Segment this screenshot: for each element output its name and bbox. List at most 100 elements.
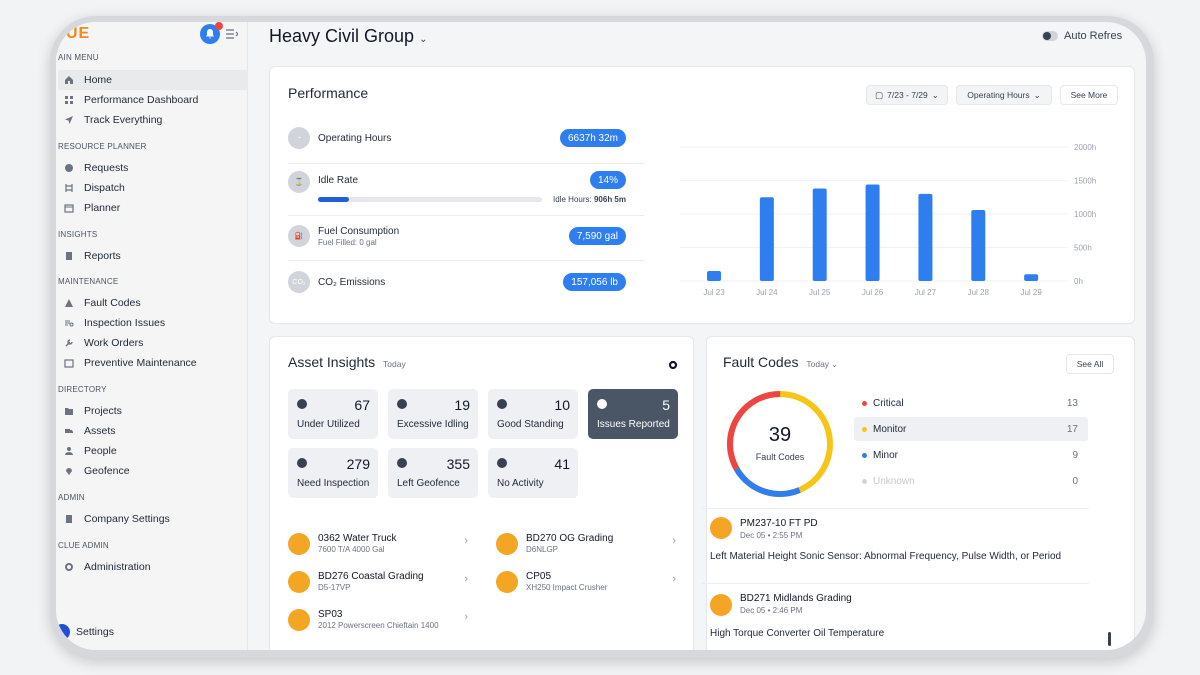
sidebar-item-geofence[interactable]: Geofence	[58, 461, 248, 481]
bell-icon	[206, 29, 214, 39]
section-maintenance: MAINTENANCE	[58, 277, 119, 286]
severity-critical[interactable]: Critical 13	[854, 391, 1088, 415]
notifications-button[interactable]	[200, 24, 220, 44]
section-insights: INSIGHTS	[58, 230, 98, 239]
chart-bar[interactable]	[707, 270, 721, 281]
x-tick-label: Jul 26	[862, 288, 884, 297]
tile-left-geofence[interactable]: 355 Left Geofence	[388, 448, 478, 498]
tile-need-inspection[interactable]: 279 Need Inspection	[288, 448, 378, 498]
severity-unknown[interactable]: Unknown 0	[854, 469, 1088, 493]
dozer-icon	[710, 517, 732, 539]
severity-monitor[interactable]: Monitor 17	[854, 417, 1088, 441]
page-title[interactable]: Heavy Civil Group ⌄	[269, 26, 428, 46]
monitor-dot	[862, 426, 867, 432]
chart-bar[interactable]	[1024, 274, 1039, 281]
minor-dot	[862, 452, 867, 458]
sidebar-item-requests[interactable]: Requests	[58, 158, 248, 178]
performance-card: Performance ▢ 7/23 - 7/29 ⌄ Operating Hour…	[269, 66, 1135, 324]
chevron-down-icon: ⌄	[829, 360, 838, 369]
calendar-icon: ▢	[875, 89, 884, 100]
sidebar-item-planner[interactable]: Planner	[58, 198, 248, 218]
tile-issues-reported[interactable]: 5 Issues Reported	[588, 389, 678, 439]
fault-codes-donut	[727, 391, 834, 497]
section-resource-planner: RESOURCE PLANNER	[58, 142, 147, 151]
sidebar-item-performance-dashboard[interactable]: Performance Dashboard	[58, 90, 248, 110]
sidebar-item-company-settings[interactable]: Company Settings	[58, 509, 248, 529]
pin-icon	[64, 466, 74, 476]
sidebar-item-home[interactable]: Home	[58, 70, 248, 90]
chart-bar[interactable]	[918, 193, 933, 281]
metric-select[interactable]: Operating Hours ⌄	[956, 85, 1052, 105]
sidebar-item-fault-codes[interactable]: Fault Codes	[58, 293, 248, 313]
sidebar-item-people[interactable]: People	[58, 441, 248, 461]
y-tick-label: 1500h	[1074, 177, 1096, 186]
chevron-right-icon: ›	[464, 611, 468, 623]
critical-dot	[862, 400, 867, 406]
co2-value: 157,056 lb	[563, 273, 626, 291]
chevron-right-icon: ›	[464, 573, 468, 585]
hourglass-icon: ⌛	[288, 171, 310, 193]
sidebar-item-reports[interactable]: Reports	[58, 246, 248, 266]
navigation-icon	[64, 115, 74, 125]
fault-total-label: Fault Codes	[755, 452, 805, 462]
gauge-icon: ◔	[288, 127, 310, 149]
sidebar-item-work-orders[interactable]: Work Orders	[58, 333, 248, 353]
period-select[interactable]: Today	[806, 359, 830, 369]
asset-row[interactable]: BD270 OG Grading D6NLGP ›	[496, 531, 676, 565]
scrollbar[interactable]	[1108, 632, 1111, 646]
settings-button[interactable]: Settings	[56, 624, 114, 640]
see-all-button[interactable]: See All	[1066, 354, 1114, 374]
collapse-sidebar-icon[interactable]	[226, 29, 238, 39]
toggle-switch[interactable]	[1042, 31, 1058, 41]
sidebar-item-assets[interactable]: Assets	[58, 421, 248, 441]
asset-row[interactable]: 0362 Water Truck 7600 T/A 4000 Gal ›	[288, 531, 468, 565]
sidebar-item-dispatch[interactable]: Dispatch	[58, 178, 248, 198]
fuel-icon: ⛽	[288, 225, 310, 247]
metric-operating-hours: ◔ Operating Hours 6637h 32m	[288, 125, 644, 169]
left-geofence-icon	[397, 458, 407, 468]
sidebar-item-administration[interactable]: Administration	[58, 557, 248, 577]
good-standing-icon	[497, 399, 507, 409]
tile-good-standing[interactable]: 10 Good Standing	[488, 389, 578, 439]
fault-event[interactable]: BD271 Midlands Grading Dec 05 • 2:46 PM …	[710, 593, 885, 639]
chart-bar[interactable]	[759, 197, 774, 281]
fault-codes-title: Fault Codes Today ⌄	[723, 354, 838, 370]
asset-row[interactable]: BD276 Coastal Grading D5-17VP ›	[288, 569, 468, 603]
chart-bar[interactable]	[971, 209, 986, 281]
sidebar: UE AIN MENU Home Performance Dashboard T…	[56, 22, 248, 650]
fault-event[interactable]: PM237-10 FT PD Dec 05 • 2:55 PM Left Mat…	[702, 508, 1089, 584]
section-directory: DIRECTORY	[58, 385, 107, 394]
asset-row[interactable]: SP03 2012 Powerscreen Chieftain 1400 ›	[288, 607, 468, 641]
gear-icon	[64, 562, 74, 572]
chevron-right-icon: ›	[672, 535, 676, 547]
under-utilized-icon	[297, 399, 307, 409]
asset-row[interactable]: CP05 XH250 Impact Crusher ›	[496, 569, 676, 603]
excessive-idling-icon	[397, 399, 407, 409]
sidebar-item-projects[interactable]: Projects	[58, 401, 248, 421]
chevron-down-icon: ⌄	[931, 89, 939, 100]
chart-bar[interactable]	[812, 188, 827, 281]
sidebar-item-preventive-maintenance[interactable]: Preventive Maintenance	[58, 353, 248, 373]
sidebar-item-inspection-issues[interactable]: Inspection Issues	[58, 313, 248, 333]
notification-badge	[215, 22, 223, 30]
sidebar-item-track-everything[interactable]: Track Everything	[58, 110, 248, 130]
y-tick-label: 500h	[1074, 244, 1092, 253]
date-range-button[interactable]: ▢ 7/23 - 7/29 ⌄	[866, 85, 948, 105]
severity-minor[interactable]: Minor 9	[854, 443, 1088, 467]
settings-gear-icon[interactable]	[668, 357, 678, 370]
operating-hours-chart: 2000h 1500h 1000h 500h 0h Jul 23 Jul 24 Jul 25 J…	[680, 143, 1096, 297]
warning-icon	[64, 298, 74, 308]
calendar-icon	[64, 203, 74, 213]
tile-no-activity[interactable]: 41 No Activity	[488, 448, 578, 498]
dozer-icon	[710, 594, 732, 616]
avatar	[56, 624, 70, 640]
auto-refresh-toggle[interactable]: Auto Refres	[1042, 30, 1122, 42]
tile-under-utilized[interactable]: 67 Under Utilized	[288, 389, 378, 439]
chart-bar[interactable]	[865, 184, 880, 281]
idle-progress-fill	[318, 197, 350, 202]
water-truck-icon	[288, 533, 310, 555]
see-more-button[interactable]: See More	[1060, 85, 1118, 105]
tile-excessive-idling[interactable]: 19 Excessive Idling	[388, 389, 478, 439]
metric-co2-emissions: CO₂ CO₂ Emissions 157,056 lb	[288, 267, 644, 311]
chevron-right-icon: ›	[464, 535, 468, 547]
